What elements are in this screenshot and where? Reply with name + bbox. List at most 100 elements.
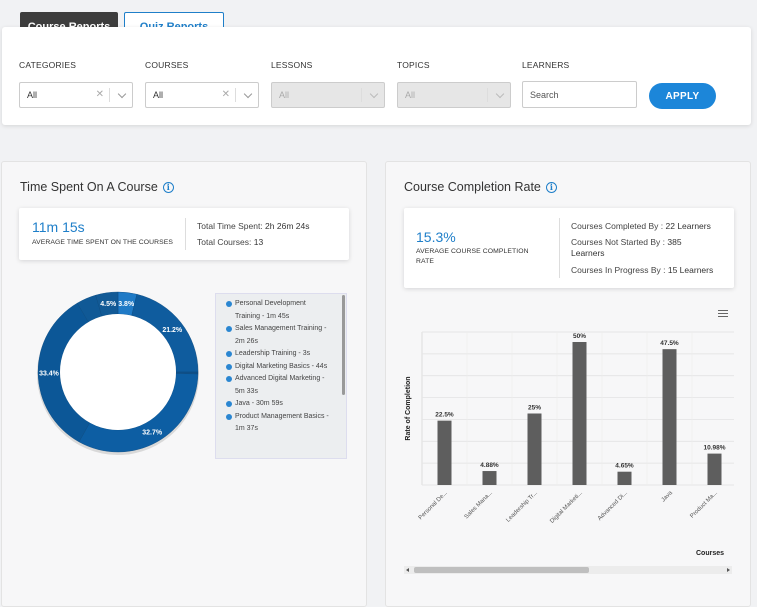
legend-item-label: Sales Management Training -: [235, 325, 327, 332]
total-courses-value: 13: [253, 237, 264, 247]
legend-item[interactable]: Sales Management Training - 2m 26s: [224, 323, 339, 348]
legend-item-label: Personal Development: [235, 300, 306, 307]
legend-dot-icon: [226, 413, 232, 420]
bar[interactable]: [437, 420, 452, 485]
not-started-unit: Learners: [571, 248, 605, 258]
avg-completion-value: 15.3%: [416, 229, 456, 245]
legend-item[interactable]: Leadership Training - 3s: [224, 348, 339, 361]
x-tick-label: Personal De...: [418, 490, 449, 521]
time-spent-card: Time Spent On A Course i 11m 15s AVERAGE…: [1, 161, 367, 607]
bar-data-label: 4.65%: [615, 463, 634, 470]
bar-data-label: 25%: [528, 405, 541, 412]
learners-search-input[interactable]: Search: [522, 81, 637, 108]
bar[interactable]: [527, 413, 542, 486]
x-tick-label: Product Ma...: [689, 490, 719, 520]
completion-rate-card: Course Completion Rate i 15.3% AVERAGE C…: [385, 161, 751, 607]
chevron-down-icon: [369, 89, 379, 99]
donut-slice-label: 21.2%: [162, 327, 183, 334]
bar[interactable]: [707, 453, 722, 485]
legend-item[interactable]: Advanced Digital Marketing - 5m 33s: [224, 373, 339, 398]
clear-icon[interactable]: ✕: [221, 89, 230, 100]
topics-label: TOPICS: [397, 60, 430, 70]
in-progress-stat: Courses In Progress By : 15 Learners: [571, 265, 713, 276]
chart-horizontal-scrollbar[interactable]: [404, 566, 732, 574]
avg-time-value: 11m 15s: [32, 219, 85, 235]
legend-dot-icon: [226, 351, 232, 357]
avg-completion-caption-2: RATE: [416, 258, 435, 265]
avg-completion-caption-1: AVERAGE COURSE COMPLETION: [416, 248, 529, 255]
in-progress-value: 15 Learners: [667, 265, 714, 275]
bar[interactable]: [572, 342, 587, 485]
bar[interactable]: [662, 349, 677, 485]
total-courses-label: Total Courses:: [197, 237, 252, 247]
legend-item[interactable]: Personal Development Training - 1m 45s: [224, 298, 339, 323]
legend-dot-icon: [226, 363, 232, 370]
learners-label: LEARNERS: [522, 60, 570, 70]
courses-select[interactable]: All ✕: [145, 82, 259, 108]
completion-summary-box: 15.3% AVERAGE COURSE COMPLETION RATE Cou…: [404, 208, 734, 288]
x-tick-label: Digital Marketi...: [549, 490, 584, 525]
in-progress-label: Courses In Progress By :: [571, 265, 666, 275]
completed-value: 22 Learners: [665, 221, 711, 231]
time-summary-box: 11m 15s AVERAGE TIME SPENT ON THE COURSE…: [19, 208, 349, 260]
scroll-left-icon[interactable]: [406, 568, 409, 572]
donut-slice-label: 33.4%: [39, 370, 60, 377]
info-icon[interactable]: i: [162, 181, 174, 193]
donut-slice-label: 4.5%: [100, 301, 117, 308]
bar-data-label: 4.88%: [480, 462, 499, 469]
bar-data-label: 22.5%: [435, 412, 454, 419]
scroll-thumb[interactable]: [414, 567, 589, 573]
courses-value: All: [153, 90, 164, 100]
legend-scrollbar[interactable]: [342, 295, 345, 395]
summary-divider: [185, 218, 186, 250]
time-spent-title: Time Spent On A Course i: [20, 180, 174, 194]
completion-title-text: Course Completion Rate: [404, 180, 541, 194]
x-tick-label: Sales Mana...: [464, 490, 494, 520]
categories-select[interactable]: All ✕: [19, 82, 133, 108]
total-time-value: 2h 26m 24s: [265, 221, 310, 231]
scroll-right-icon[interactable]: [727, 568, 730, 572]
filter-panel: CATEGORIES COURSES LESSONS TOPICS LEARNE…: [2, 27, 751, 125]
bar[interactable]: [482, 471, 497, 485]
y-axis-title: Rate of Completion: [405, 376, 412, 440]
x-axis-title: Courses: [696, 550, 724, 557]
categories-label: CATEGORIES: [19, 60, 77, 70]
summary-divider: [559, 218, 560, 278]
not-started-value: 385: [667, 237, 682, 247]
bar-data-label: 10.98%: [703, 445, 725, 452]
time-donut-chart: 3.8% 21.2% 32.7% 33.4% 4.5%: [37, 291, 199, 455]
legend-item[interactable]: Product Management Basics - 1m 37s: [224, 411, 339, 436]
bar-data-label: 50%: [573, 333, 586, 340]
donut-legend: Personal Development Training - 1m 45s Sal…: [215, 293, 347, 459]
select-separator: [361, 88, 362, 102]
legend-item[interactable]: Java - 30m 59s: [224, 398, 339, 411]
x-tick-label: Advanced Di...: [597, 490, 629, 522]
legend-item-value: 2m 26s: [235, 337, 258, 345]
categories-value: All: [27, 90, 38, 100]
legend-item-label: Advanced Digital Marketing -: [235, 375, 325, 382]
legend-item-label: Leadership Training - 3s: [235, 350, 311, 357]
bar[interactable]: [617, 471, 632, 485]
courses-label: COURSES: [145, 60, 189, 70]
lessons-value: All: [279, 90, 290, 100]
avg-time-caption: AVERAGE TIME SPENT ON THE COURSES: [32, 239, 174, 246]
legend-item-label: Product Management Basics -: [235, 412, 329, 420]
chevron-down-icon[interactable]: [243, 89, 253, 99]
legend-dot-icon: [226, 326, 232, 332]
legend-item[interactable]: Digital Marketing Basics - 44s: [224, 361, 339, 374]
legend-dot-icon: [226, 401, 232, 407]
chevron-down-icon[interactable]: [117, 89, 127, 99]
x-tick-label: Java: [661, 490, 675, 504]
donut-slice-label: 32.7%: [142, 429, 163, 436]
info-icon[interactable]: i: [545, 181, 557, 193]
not-started-label: Courses Not Started By :: [571, 237, 666, 247]
apply-button[interactable]: APPLY: [649, 83, 716, 109]
topics-select: All: [397, 82, 511, 108]
clear-icon[interactable]: ✕: [95, 89, 104, 100]
total-time-stat: Total Time Spent: 2h 26m 24s: [197, 221, 309, 232]
chart-menu-icon[interactable]: [718, 310, 728, 319]
completion-title: Course Completion Rate i: [404, 180, 557, 194]
lessons-label: LESSONS: [271, 60, 313, 70]
legend-item-value: 1m 37s: [235, 425, 258, 432]
legend-list: Personal Development Training - 1m 45s Sal…: [224, 298, 339, 436]
